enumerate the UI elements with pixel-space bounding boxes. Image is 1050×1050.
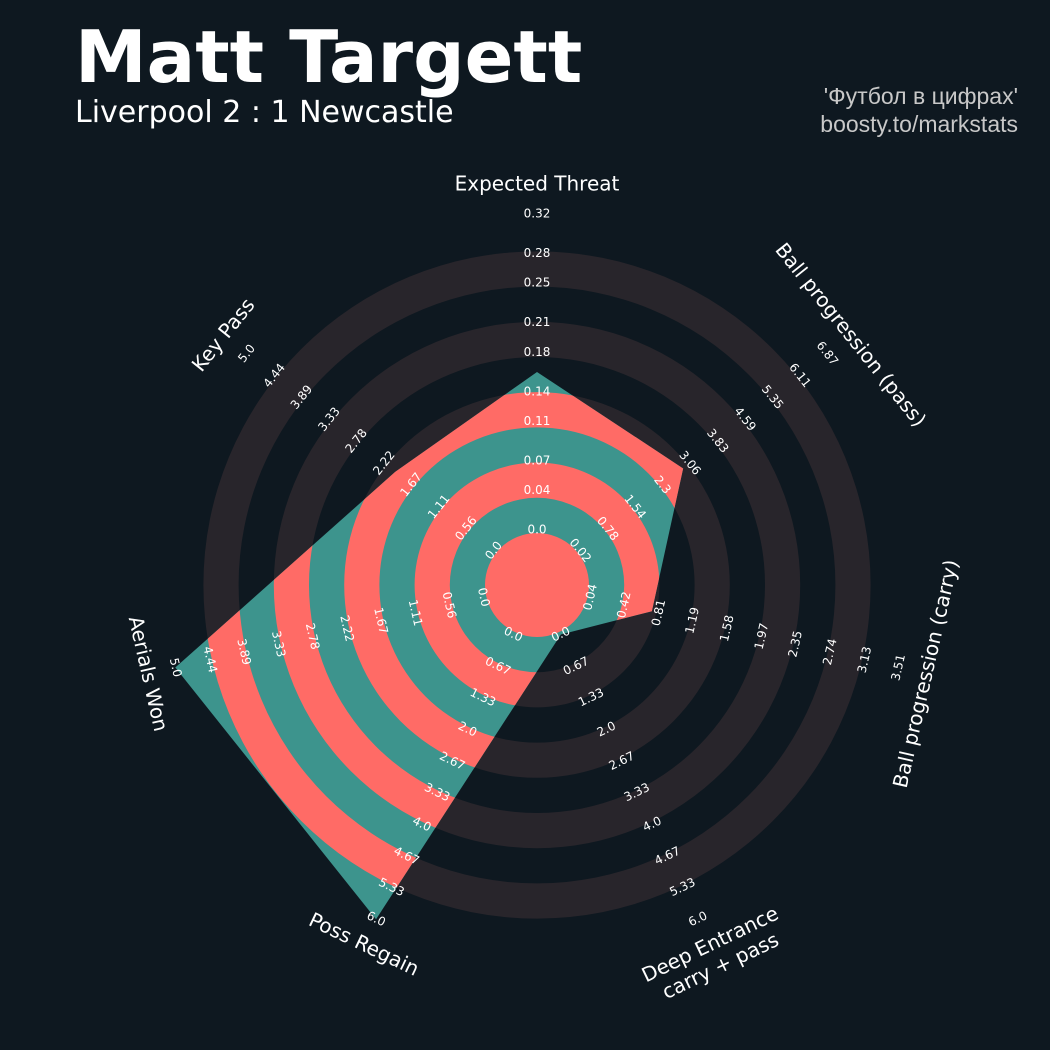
tick-label: 1.67: [371, 606, 391, 635]
tick-label: 3.51: [888, 653, 908, 682]
tick-label: 0.07: [524, 453, 551, 467]
tick-label: 2.22: [337, 614, 357, 643]
tick-label: 0.0: [527, 523, 546, 537]
tick-label: 3.89: [234, 637, 254, 666]
credit: 'Футбол в цифрах': [824, 83, 1018, 109]
tick-label: 2.74: [820, 637, 840, 666]
tick-label: 2.35: [785, 629, 805, 658]
tick-label: 3.33: [269, 629, 289, 658]
tick-label: 0.04: [524, 483, 551, 497]
tick-label: 1.19: [682, 606, 702, 635]
tick-label: 0.56: [440, 590, 460, 619]
tick-label: 0.14: [524, 384, 551, 398]
tick-label: 0.42: [614, 590, 634, 619]
tick-label: 2.78: [303, 622, 323, 651]
ring-highlights: [203, 372, 684, 919]
ring-highlight: [485, 533, 589, 637]
chart-subtitle: Liverpool 2 : 1 Newcastle: [75, 95, 454, 130]
tick-label: 0.11: [524, 414, 551, 428]
tick-label: 0.32: [524, 207, 551, 221]
tick-label: 1.97: [752, 622, 772, 651]
tick-label: 0.28: [524, 246, 551, 260]
credit: boosty.to/markstats: [820, 111, 1018, 137]
tick-label: 0.0: [475, 586, 493, 608]
tick-label: 4.44: [200, 645, 220, 674]
tick-label: 5.0: [167, 657, 185, 679]
tick-label: 0.04: [580, 583, 600, 612]
chart-title: Matt Targett: [75, 15, 582, 99]
tick-label: 1.11: [406, 598, 426, 627]
tick-label: 1.58: [717, 614, 737, 643]
axis-label: Expected Threat: [455, 172, 620, 196]
tick-label: 0.21: [524, 315, 551, 329]
tick-label: 3.13: [855, 645, 875, 674]
tick-label: 0.81: [649, 598, 669, 627]
tick-label: 0.25: [524, 276, 551, 290]
tick-label: 0.18: [524, 345, 551, 359]
